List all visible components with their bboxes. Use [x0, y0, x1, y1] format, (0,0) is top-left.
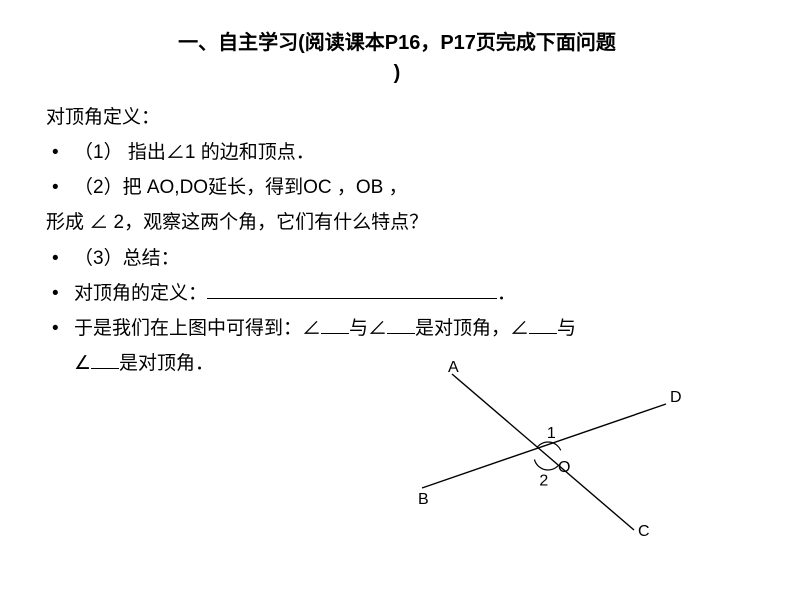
definition-heading: 对顶角定义：	[46, 100, 748, 135]
concl-c: 是对顶角，∠	[415, 318, 529, 339]
bullet-indent	[46, 346, 74, 381]
label-b: B	[418, 491, 429, 508]
label-d: D	[670, 389, 682, 406]
diagram-svg: A B C D O 1 2	[398, 358, 708, 558]
concl-d: 与	[557, 318, 576, 339]
label-a: A	[448, 359, 459, 376]
bullet-2: •（2）把 AO,DO延长，得到OC ，OB ，	[46, 170, 748, 205]
arc-1	[537, 442, 560, 450]
bullet-dot: •	[46, 135, 74, 170]
page-title: 一、自主学习(阅读课本P16，P17页完成下面问题 )	[46, 28, 748, 88]
def-suffix: ．	[497, 283, 516, 304]
blank-2	[387, 315, 415, 334]
bullet-1-text: （1） 指出∠1 的边和顶点．	[74, 142, 315, 163]
line-form: 形成 ∠ 2，观察这两个角，它们有什么特点？	[46, 205, 748, 240]
label-o: O	[558, 459, 570, 476]
blank-4	[91, 350, 119, 369]
concl-a: 于是我们在上图中可得到：∠	[74, 318, 321, 339]
bullet-dot: •	[46, 311, 74, 346]
bullet-1: •（1） 指出∠1 的边和顶点．	[46, 135, 748, 170]
label-1: 1	[547, 425, 556, 442]
concl-e: ∠	[74, 353, 91, 374]
definition-blank-line: •对顶角的定义： ．	[46, 276, 748, 311]
bullet-dot: •	[46, 170, 74, 205]
title-line-2: )	[394, 62, 401, 84]
line-ac	[452, 374, 634, 530]
label-2: 2	[539, 472, 548, 489]
angle-diagram: A B C D O 1 2	[398, 358, 708, 558]
bullet-dot: •	[46, 276, 74, 311]
bullet-3-text: （3）总结：	[74, 248, 180, 269]
blank-long	[207, 280, 497, 299]
blank-1	[321, 315, 349, 334]
blank-3	[529, 315, 557, 334]
document-page: 一、自主学习(阅读课本P16，P17页完成下面问题 ) 对顶角定义： •（1） …	[0, 0, 794, 596]
def-prefix: 对顶角的定义：	[74, 283, 207, 304]
title-line-1: 一、自主学习(阅读课本P16，P17页完成下面问题	[178, 32, 616, 54]
concl-f: 是对顶角．	[119, 353, 214, 374]
arc-2	[534, 459, 558, 470]
bullet-3: •（3）总结：	[46, 241, 748, 276]
bullet-dot: •	[46, 241, 74, 276]
concl-b: 与∠	[349, 318, 387, 339]
bullet-2-text: （2）把 AO,DO延长，得到OC ，OB ，	[74, 177, 408, 198]
label-c: C	[638, 523, 650, 540]
